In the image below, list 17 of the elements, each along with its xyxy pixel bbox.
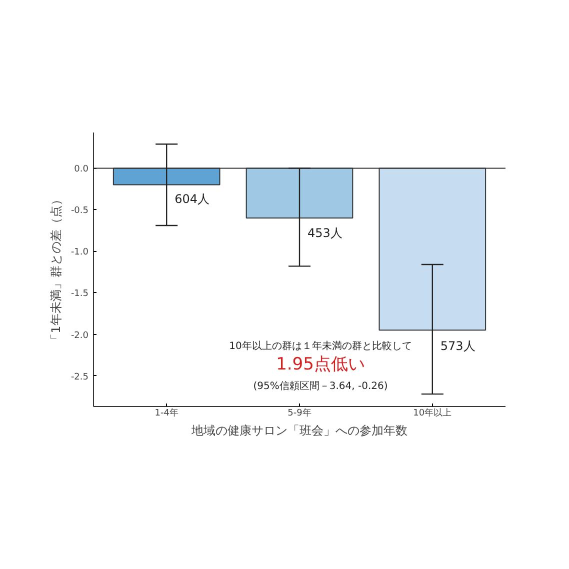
y-tick-label: -1.0 — [70, 248, 89, 258]
y-tick-label: 0.0 — [74, 164, 89, 175]
y-axis-title: 「1年未満」群との差（点） — [48, 194, 63, 346]
y-tick-label: -2.5 — [70, 372, 88, 382]
y-tick-label: -1.5 — [70, 289, 88, 300]
annotation: 1.95点低い — [276, 354, 365, 374]
annotation: 10年以上の群は１年未満の群と比較して — [229, 340, 412, 352]
annotation: (95%信頼区間－3.64, -0.26) — [253, 380, 388, 392]
x-axis-title: 地域の健康サロン「班会」への参加年数 — [190, 424, 408, 438]
annotation: 453人 — [308, 226, 342, 240]
x-tick-label: 10年以上 — [413, 408, 452, 418]
y-tick-label: -2.0 — [70, 330, 89, 341]
annotation: 604人 — [174, 192, 210, 206]
x-tick-label: 5-9年 — [288, 408, 312, 418]
y-tick-label: -0.5 — [70, 206, 88, 216]
x-tick-label: 1-4年 — [154, 408, 178, 418]
annotation: 573人 — [440, 338, 476, 353]
